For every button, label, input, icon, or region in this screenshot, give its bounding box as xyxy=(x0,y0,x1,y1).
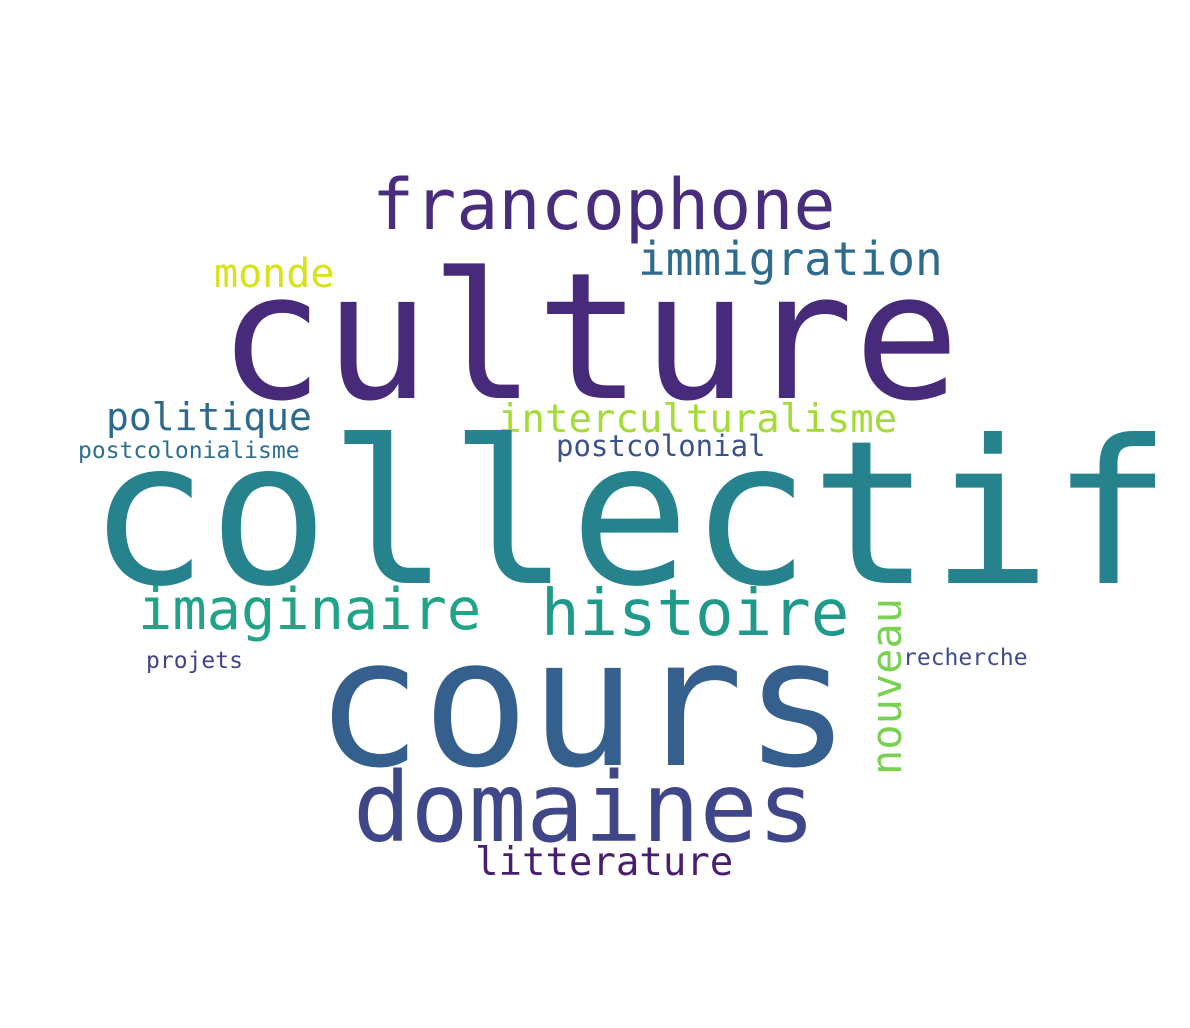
word-recherche: recherche xyxy=(903,645,1028,671)
word-postcolonial: postcolonial xyxy=(556,429,766,463)
word-imaginaire: imaginaire xyxy=(138,577,482,643)
word-postcolonialisme: postcolonialisme xyxy=(78,438,300,464)
word-immigration: immigration xyxy=(638,232,943,286)
word-interculturalisme: interculturalisme xyxy=(498,397,898,442)
word-litterature: litterature xyxy=(475,840,734,885)
word-histoire: histoire xyxy=(541,577,850,651)
word-monde: monde xyxy=(214,251,335,297)
word-cours: cours xyxy=(315,600,851,807)
word-francophone: francophone xyxy=(372,164,836,246)
word-politique: politique xyxy=(106,395,312,439)
word-culture: culture xyxy=(218,235,960,440)
word-collectif: collectif xyxy=(88,398,1172,631)
word-domaines: domaines xyxy=(353,752,816,864)
word-nouveau: nouveau xyxy=(862,597,911,775)
word-projets: projets xyxy=(146,648,243,674)
